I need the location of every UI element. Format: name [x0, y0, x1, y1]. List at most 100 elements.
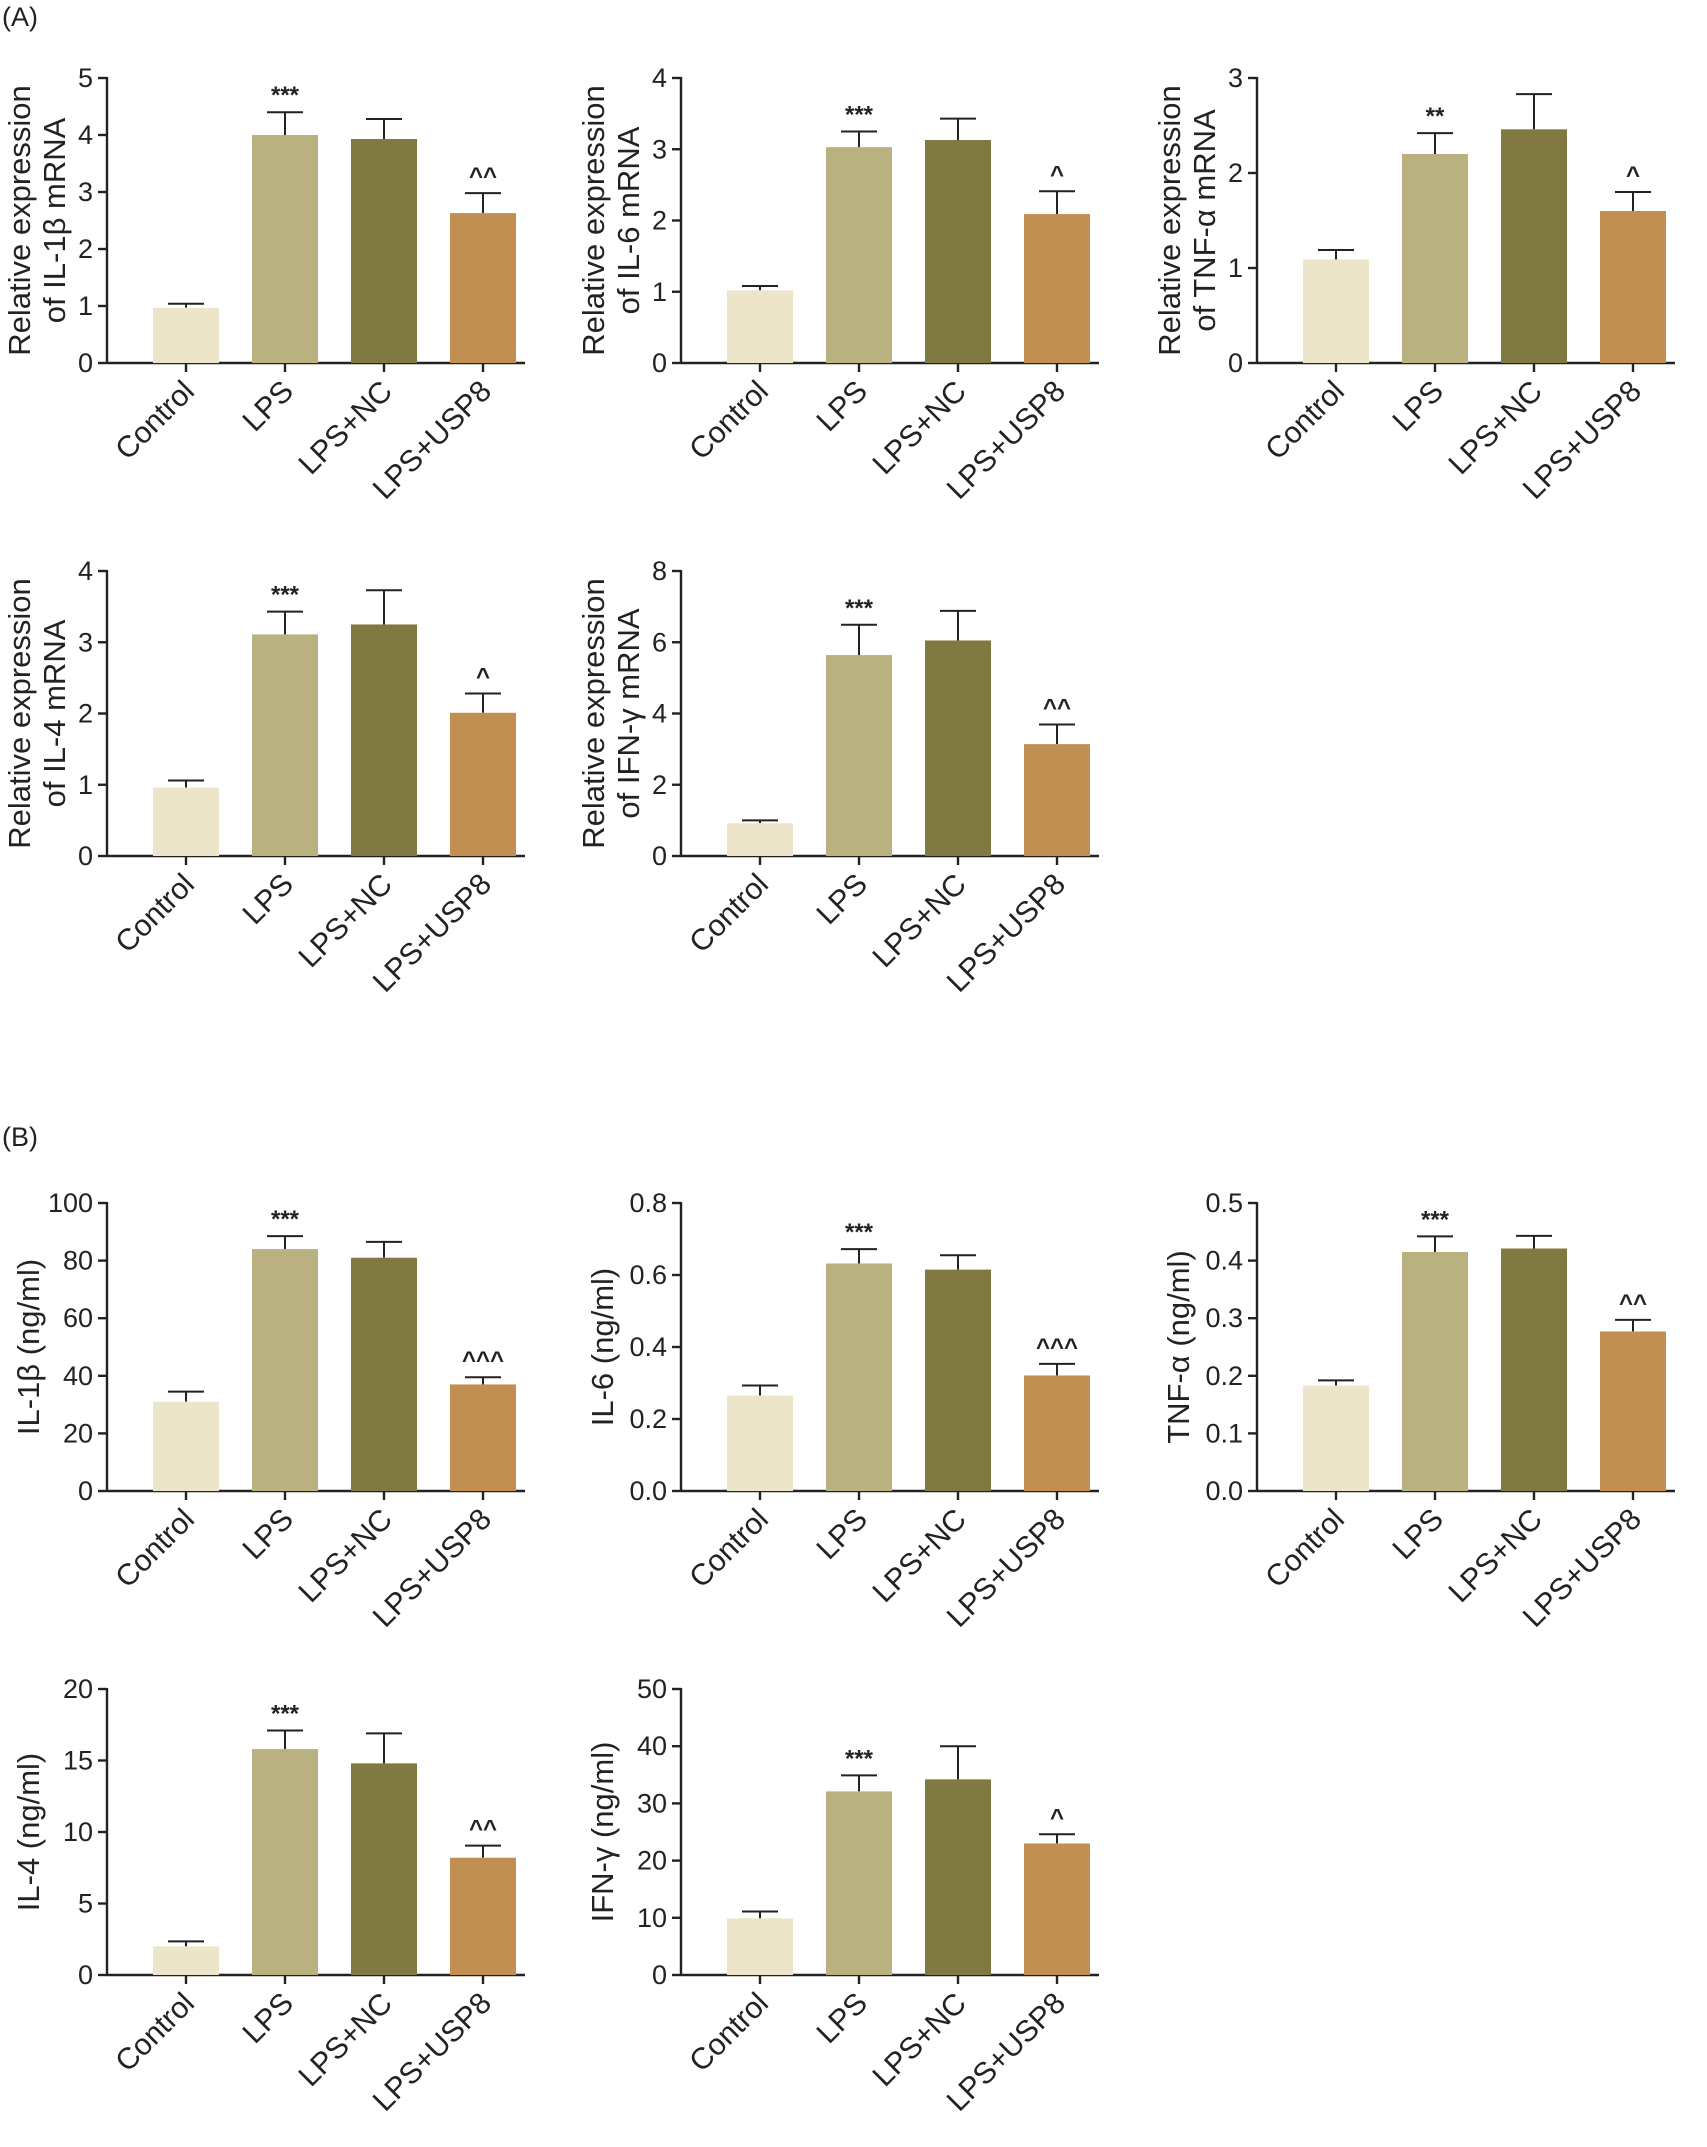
- bar-control: [1303, 1385, 1369, 1491]
- x-category-label: Control: [1259, 1503, 1351, 1595]
- significance-label: ***: [271, 82, 300, 109]
- y-axis-title: IL-4 (ng/ml): [11, 1753, 46, 1911]
- y-axis-title: Relative expression: [1152, 85, 1187, 356]
- bar-lps-usp8: [450, 1857, 516, 1975]
- y-tick-label: 0: [1228, 348, 1243, 378]
- y-tick-label: 2: [78, 234, 93, 264]
- y-tick-label: 0.5: [1205, 1188, 1243, 1218]
- chart-2: 0 1 2 3 4 Relative expression of IL-6 mRNA Cont…: [576, 63, 1099, 506]
- bar-control: [153, 307, 219, 363]
- x-category-label: Control: [1259, 375, 1351, 467]
- y-tick-label: 1: [78, 770, 93, 800]
- x-category-label: LPS: [1387, 375, 1450, 438]
- y-tick-label: 50: [637, 1674, 667, 1704]
- significance-label: ***: [271, 1206, 300, 1233]
- y-axis-title: of TNF-α mRNA: [1187, 109, 1222, 332]
- bar-lps-usp8: [1600, 1331, 1666, 1491]
- x-category-label: Control: [683, 375, 775, 467]
- bar-lps: [252, 1749, 318, 1975]
- bar-lps-usp8: [1024, 1843, 1090, 1975]
- y-tick-label: 4: [78, 556, 93, 586]
- y-tick-label: 20: [637, 1846, 667, 1876]
- y-tick-label: 0: [78, 1476, 93, 1506]
- y-tick-label: 40: [637, 1731, 667, 1761]
- y-tick-label: 6: [652, 627, 667, 657]
- bar-lps-usp8: [450, 1384, 516, 1491]
- y-tick-label: 3: [78, 627, 93, 657]
- significance-label: ***: [845, 1745, 874, 1772]
- x-category-label: Control: [683, 1503, 775, 1595]
- bar-lps: [1402, 154, 1468, 363]
- y-tick-label: 4: [652, 63, 667, 93]
- y-axis-title: Relative expression: [2, 85, 37, 356]
- bar-control: [153, 1401, 219, 1491]
- bar-control: [1303, 259, 1369, 363]
- bar-lps-usp8: [1024, 1375, 1090, 1491]
- x-category-label: Control: [109, 375, 201, 467]
- bar-control: [727, 823, 793, 856]
- significance-label: **: [1426, 103, 1445, 130]
- significance-label: ^: [1050, 161, 1064, 188]
- y-tick-label: 0.1: [1205, 1418, 1243, 1448]
- y-tick-label: 0.0: [1205, 1476, 1243, 1506]
- chart-4: 0 1 2 3 4 Relative expression of IL-4 mRNA Cont…: [2, 556, 525, 999]
- bar-control: [727, 290, 793, 363]
- significance-label: ^: [1626, 162, 1640, 189]
- y-tick-label: 0.0: [629, 1476, 667, 1506]
- bar-lps-nc: [351, 1257, 417, 1491]
- x-category-label: Control: [109, 1987, 201, 2079]
- panel-label-a: (A): [2, 2, 38, 32]
- y-tick-label: 1: [78, 291, 93, 321]
- y-axis-title: of IL-1β mRNA: [37, 117, 72, 323]
- bar-control: [153, 1946, 219, 1975]
- y-tick-label: 80: [63, 1246, 93, 1276]
- bar-lps-nc: [351, 1763, 417, 1975]
- y-tick-label: 8: [652, 556, 667, 586]
- y-tick-label: 4: [652, 699, 667, 729]
- significance-label: ***: [845, 595, 874, 622]
- y-tick-label: 2: [652, 206, 667, 236]
- y-tick-label: 0.4: [629, 1332, 667, 1362]
- y-tick-label: 0.3: [1205, 1303, 1243, 1333]
- x-category-label: Control: [683, 1987, 775, 2079]
- y-tick-label: 2: [1228, 158, 1243, 188]
- bar-control: [727, 1395, 793, 1491]
- bar-lps-usp8: [450, 213, 516, 363]
- y-tick-label: 2: [78, 699, 93, 729]
- bar-lps-nc: [351, 624, 417, 856]
- y-tick-label: 4: [78, 120, 93, 150]
- y-tick-label: 0.2: [629, 1404, 667, 1434]
- bar-lps-nc: [925, 1269, 991, 1491]
- significance-label: ***: [845, 101, 874, 128]
- y-tick-label: 10: [637, 1903, 667, 1933]
- chart-3: 0 1 2 3 Relative expression of TNF-α mRNA Cont…: [1152, 63, 1675, 506]
- bar-lps-usp8: [450, 712, 516, 856]
- y-tick-label: 15: [63, 1746, 93, 1776]
- y-axis-title: of IFN-γ mRNA: [611, 608, 646, 818]
- bar-lps: [1402, 1251, 1468, 1491]
- y-tick-label: 3: [1228, 63, 1243, 93]
- chart-8: 0.0 0.1 0.2 0.3 0.4 0.5 TNF-α (ng/ml) Control LP…: [1161, 1188, 1675, 1634]
- significance-label: ^^^: [462, 1347, 504, 1374]
- y-axis-title: IL-1β (ng/ml): [11, 1259, 46, 1435]
- y-tick-label: 0.8: [629, 1188, 667, 1218]
- bar-lps: [252, 135, 318, 363]
- y-tick-label: 0: [652, 348, 667, 378]
- y-tick-label: 0: [78, 1960, 93, 1990]
- y-tick-label: 0.6: [629, 1260, 667, 1290]
- bar-lps-usp8: [1600, 211, 1666, 363]
- y-tick-label: 20: [63, 1674, 93, 1704]
- x-category-label: LPS: [237, 375, 300, 438]
- y-axis-title: of IL-6 mRNA: [611, 126, 646, 314]
- bar-lps: [826, 655, 892, 856]
- y-tick-label: 30: [637, 1788, 667, 1818]
- bar-lps-usp8: [1024, 744, 1090, 856]
- x-category-label: LPS: [811, 375, 874, 438]
- bar-lps: [826, 1791, 892, 1975]
- x-category-label: LPS: [237, 1987, 300, 2050]
- y-tick-label: 10: [63, 1817, 93, 1847]
- x-category-label: LPS: [811, 1987, 874, 2050]
- significance-label: ***: [845, 1219, 874, 1246]
